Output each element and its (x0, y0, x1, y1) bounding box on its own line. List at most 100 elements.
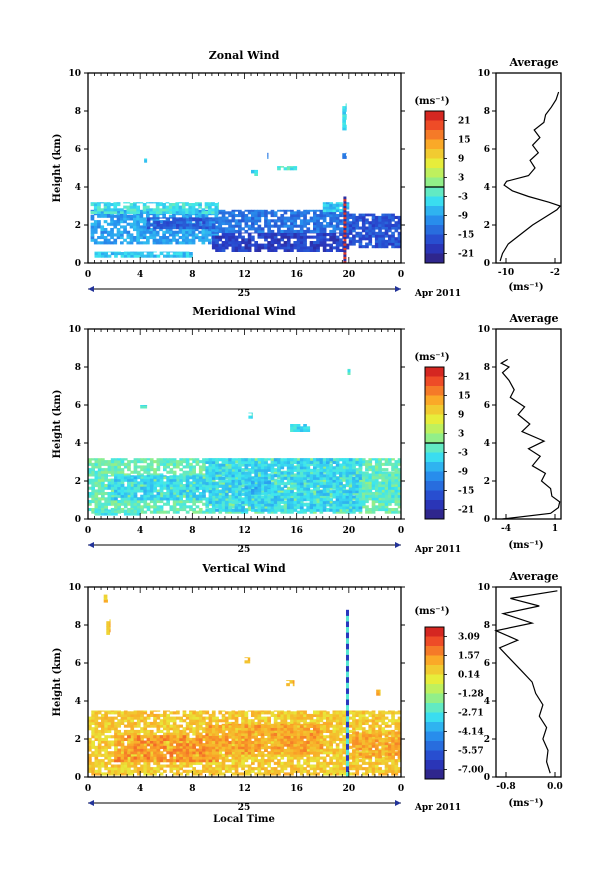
heatmap-cell (120, 716, 125, 720)
heatmap-cell (332, 241, 337, 245)
heatmap-cell (388, 484, 392, 488)
heatmap-cell (133, 486, 138, 490)
heatmap-cell (176, 489, 180, 493)
heatmap-cell (133, 508, 138, 512)
heatmap-cell (299, 476, 304, 480)
heatmap-cell (143, 492, 148, 496)
date-label: Apr 2011 (414, 289, 461, 299)
heatmap-cell (205, 510, 210, 514)
heatmap-cell (214, 230, 219, 234)
heatmap-cell (270, 211, 275, 215)
heatmap-cell (286, 503, 291, 507)
heatmap-cell (182, 484, 187, 488)
heatmap-cell (218, 468, 223, 472)
heatmap-cell (234, 476, 239, 480)
heatmap-cell (319, 492, 324, 496)
heatmap-cell (211, 208, 215, 212)
heatmap-cell (221, 484, 226, 488)
heatmap-cell (185, 230, 189, 234)
heatmap-cell (345, 490, 350, 494)
heatmap-cell (231, 466, 236, 470)
heatmap-cell (273, 500, 278, 504)
heatmap-cell (133, 205, 137, 209)
heatmap-cell (144, 158, 148, 160)
heatmap-cell (345, 152, 347, 154)
heatmap-cell (182, 465, 187, 469)
heatmap-cell (107, 509, 112, 511)
heatmap-cell (228, 238, 232, 242)
heatmap-cell (326, 460, 330, 464)
heatmap-cell (267, 468, 271, 472)
heatmap-cell (214, 214, 219, 218)
heatmap-cell (228, 502, 232, 506)
heatmap-cell (270, 238, 275, 242)
heatmap-cell (234, 482, 239, 486)
heatmap-cell (179, 220, 183, 224)
heatmap-cell (120, 254, 125, 258)
heatmap-cell (114, 724, 118, 728)
heatmap-cell (146, 252, 151, 256)
heatmap-cell (168, 205, 173, 209)
heatmap-cell (133, 254, 138, 258)
heatmap-cell (117, 462, 121, 466)
heatmap-cell (224, 460, 229, 464)
heatmap-cell (181, 236, 186, 240)
heatmap-cell (381, 468, 386, 472)
heatmap-cell (104, 727, 108, 731)
heatmap-cell (192, 486, 196, 490)
heatmap-cell (136, 751, 141, 755)
heatmap-cell (205, 484, 210, 488)
heatmap-cell (169, 508, 174, 512)
heatmap-cell (342, 490, 346, 494)
heatmap-cell (378, 242, 382, 246)
heatmap-cell (335, 471, 340, 475)
heatmap-cell (218, 209, 223, 212)
heatmap-cell (306, 460, 311, 464)
heatmap-cell (280, 238, 285, 242)
heatmap-cell (394, 489, 399, 493)
heatmap-cell (163, 226, 167, 230)
heatmap-cell (339, 482, 343, 486)
heatmap-cell (101, 729, 105, 733)
heatmap-cell (247, 505, 252, 509)
heatmap-cell (140, 508, 144, 512)
heatmap-cell (182, 500, 187, 504)
heatmap-cell (140, 719, 144, 723)
heatmap-cell (176, 502, 180, 506)
heatmap-cell (299, 489, 304, 493)
heatmap-cell (211, 218, 216, 222)
heatmap-cell (93, 228, 98, 232)
heatmap-cell (319, 238, 324, 242)
heatmap-cell (228, 211, 232, 215)
heatmap-cell (371, 486, 376, 490)
heatmap-cell (345, 463, 350, 467)
heatmap-cell (326, 214, 330, 218)
spike-cell (343, 207, 347, 211)
heatmap-cell (290, 473, 294, 477)
heatmap-cell (192, 468, 196, 472)
heatmap-cell (309, 500, 314, 504)
heatmap-cell (120, 772, 125, 776)
heatmap-cell (113, 225, 118, 229)
heatmap-cell (238, 460, 242, 464)
heatmap-cell (342, 124, 346, 128)
heatmap-cell (397, 510, 402, 514)
heatmap-cell (293, 233, 298, 237)
heatmap-cell (358, 476, 363, 480)
heatmap-cell (91, 735, 95, 739)
heatmap-cell (104, 767, 108, 771)
heatmap-cell (260, 243, 265, 247)
heatmap-cell (201, 214, 206, 218)
heatmap-cell (365, 229, 369, 233)
heatmap-cell (388, 497, 392, 501)
heatmap-cell (215, 235, 219, 239)
heatmap-cell (208, 476, 213, 480)
heatmap-cell (107, 512, 112, 516)
heatmap-cell (335, 241, 340, 245)
heatmap-cell (163, 492, 167, 496)
heatmap-cell (277, 241, 281, 245)
heatmap-cell (146, 486, 151, 490)
heatmap-cell (234, 214, 239, 218)
heatmap-cell (143, 769, 148, 773)
